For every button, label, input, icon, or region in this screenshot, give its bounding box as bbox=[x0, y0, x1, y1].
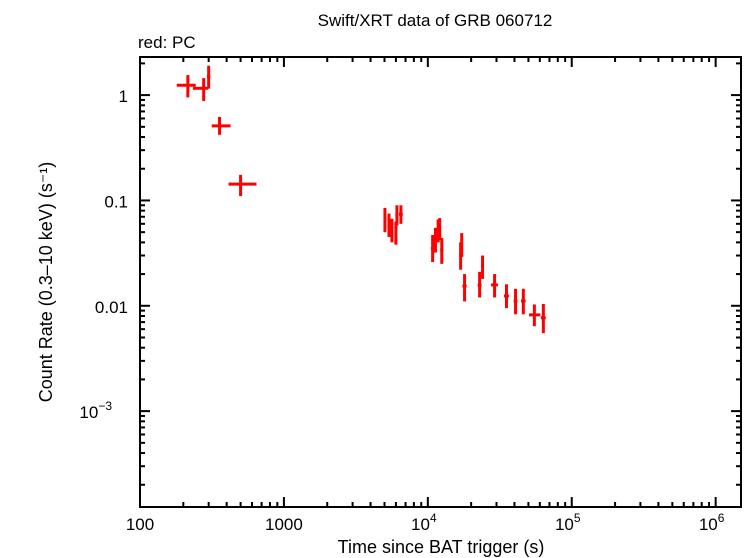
x-tick-label: 106 bbox=[699, 511, 725, 534]
data-point bbox=[503, 284, 509, 309]
data-point bbox=[211, 116, 231, 135]
data-point bbox=[491, 274, 498, 298]
x-tick-label: 100 bbox=[126, 515, 154, 534]
x-tick-label: 1000 bbox=[265, 515, 303, 534]
x-tick-label: 104 bbox=[411, 511, 437, 534]
data-point bbox=[398, 205, 403, 224]
y-tick-label: 0.1 bbox=[104, 192, 128, 211]
data-point bbox=[477, 271, 482, 298]
data-point bbox=[390, 218, 394, 243]
data-point bbox=[529, 304, 541, 327]
y-tick-label: 0.01 bbox=[95, 298, 128, 317]
x-tick-label: 105 bbox=[555, 511, 581, 534]
data-point bbox=[540, 303, 546, 334]
data-point bbox=[206, 65, 211, 89]
data-point bbox=[433, 227, 437, 253]
data-point bbox=[430, 234, 435, 263]
data-point bbox=[438, 218, 442, 241]
chart-title: Swift/XRT data of GRB 060712 bbox=[318, 11, 553, 30]
y-tick-label: 1 bbox=[119, 87, 128, 106]
plot-frame bbox=[139, 56, 742, 508]
data-point bbox=[462, 274, 467, 302]
data-point bbox=[387, 213, 391, 237]
y-axis-label: Count Rate (0.3–10 keV) (s⁻¹) bbox=[36, 162, 56, 403]
data-point bbox=[520, 288, 526, 315]
data-point bbox=[513, 288, 518, 315]
data-point bbox=[460, 233, 464, 258]
x-axis-label: Time since BAT trigger (s) bbox=[338, 537, 545, 557]
chart-subtitle: red: PC bbox=[138, 33, 196, 52]
data-point bbox=[440, 238, 444, 264]
y-tick-label: 10−3 bbox=[79, 399, 112, 422]
data-point bbox=[192, 78, 208, 101]
data-point bbox=[383, 207, 387, 233]
data-point bbox=[395, 205, 399, 226]
data-point bbox=[176, 75, 196, 98]
data-point bbox=[394, 221, 398, 245]
data-point bbox=[481, 255, 485, 279]
data-point bbox=[228, 174, 257, 197]
